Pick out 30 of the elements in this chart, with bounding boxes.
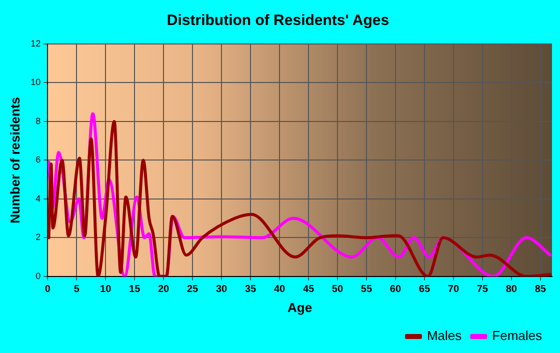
y-tick-label: 8 [36,116,41,126]
x-tick-label: 25 [186,284,199,296]
x-tick-label: 55 [360,284,372,296]
legend-label: Females [492,328,542,344]
y-tick-label: 10 [30,77,41,88]
y-tick-label: 6 [36,154,41,165]
x-tick-label: 60 [390,284,402,296]
y-tick-label: 2 [36,232,41,242]
x-tick-label: 35 [244,284,257,296]
x-tick-label: 50 [332,284,344,296]
x-tick-label: 15 [129,284,141,296]
x-tick-label: 65 [418,284,430,296]
x-tick-label: 70 [448,284,460,296]
x-tick-label: 10 [100,284,112,296]
x-tick-label: 45 [302,284,314,296]
x-tick-label: 0 [44,284,51,296]
x-tick-label: 80 [506,284,518,296]
x-tick-label: 75 [476,284,488,296]
x-tick-label: 20 [158,284,170,296]
y-tick-label: 0 [36,270,41,281]
x-tick-label: 85 [534,284,546,296]
legend-label: Males [426,328,462,344]
x-tick-label: 40 [274,284,286,296]
chart-title: Distribution of Residents' Ages [166,12,390,30]
x-tick-label: 30 [216,284,228,296]
x-tick-label: 5 [74,284,80,296]
y-tick-label: 12 [30,38,41,48]
y-tick-label: 4 [36,193,41,204]
y-axis-title: Number of residents [7,96,22,224]
x-axis-title: Age [288,300,312,315]
